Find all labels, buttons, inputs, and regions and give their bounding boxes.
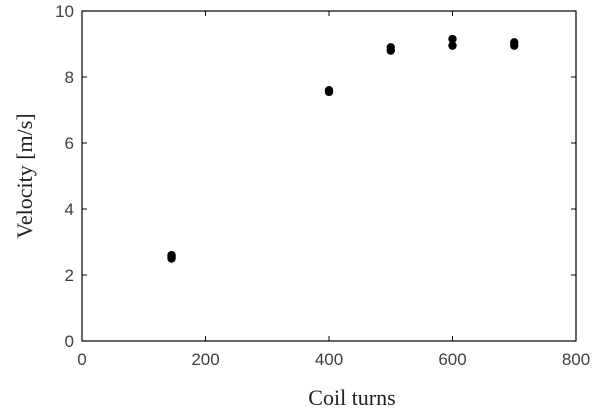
y-tick-label: 2	[65, 266, 74, 285]
data-point	[448, 34, 457, 44]
axis-ticks	[81, 10, 577, 342]
plot-frame	[81, 10, 577, 342]
x-tick-label: 200	[191, 350, 219, 369]
y-tick-label: 8	[65, 68, 74, 87]
data-point	[324, 86, 334, 95]
data-point	[448, 41, 457, 50]
x-tick-label: 800	[562, 350, 590, 369]
y-tick-labels: 0 2 4 6 8 10	[55, 2, 74, 351]
data-point	[167, 251, 176, 260]
data-points	[167, 34, 519, 263]
y-tick-label: 6	[65, 134, 74, 153]
x-tick-label: 400	[315, 350, 343, 369]
x-tick-label: 600	[438, 350, 466, 369]
x-tick-labels: 0 200 400 600 800	[77, 350, 590, 369]
y-tick-label: 0	[65, 332, 74, 351]
x-tick-label: 0	[77, 350, 86, 369]
y-tick-label: 10	[55, 2, 74, 21]
y-axis-title: Velocity [m/s]	[12, 113, 37, 238]
data-point	[386, 43, 395, 52]
data-point	[510, 38, 519, 47]
y-tick-label: 4	[65, 200, 74, 219]
x-axis-title: Coil turns	[308, 385, 395, 410]
